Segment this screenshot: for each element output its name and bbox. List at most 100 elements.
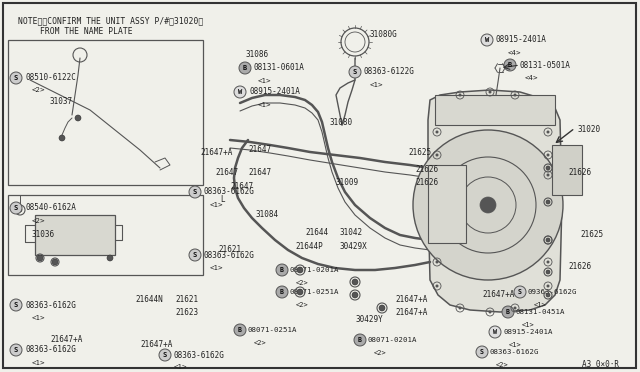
Text: 21647+A: 21647+A xyxy=(395,308,428,317)
Circle shape xyxy=(435,260,438,263)
Text: <4>: <4> xyxy=(525,75,538,81)
Text: <2>: <2> xyxy=(254,340,267,346)
Circle shape xyxy=(547,154,550,157)
Text: 31009: 31009 xyxy=(335,178,358,187)
Text: 31086: 31086 xyxy=(245,50,268,59)
Circle shape xyxy=(37,255,43,261)
Circle shape xyxy=(159,349,171,361)
Text: S: S xyxy=(14,347,18,353)
Circle shape xyxy=(488,90,492,93)
Circle shape xyxy=(354,334,366,346)
Text: B: B xyxy=(243,65,247,71)
Text: NOTE）※CONFIRM THE UNIT ASSY P/#（31020）: NOTE）※CONFIRM THE UNIT ASSY P/#（31020） xyxy=(18,16,204,25)
Circle shape xyxy=(10,202,22,214)
Text: 08363-6122G: 08363-6122G xyxy=(364,67,415,77)
Text: 08131-0501A: 08131-0501A xyxy=(519,61,570,70)
Text: 08363-6162G: 08363-6162G xyxy=(25,346,76,355)
Text: 31084: 31084 xyxy=(255,210,278,219)
Circle shape xyxy=(435,285,438,288)
Text: <1>: <1> xyxy=(174,364,188,370)
Circle shape xyxy=(10,344,22,356)
Text: <1>: <1> xyxy=(32,315,45,321)
Text: 31042: 31042 xyxy=(340,228,363,237)
Circle shape xyxy=(52,259,58,265)
Text: 08071-0201A: 08071-0201A xyxy=(290,267,339,273)
Text: 08510-6122C: 08510-6122C xyxy=(25,74,76,83)
Circle shape xyxy=(489,326,501,338)
Text: 08071-0201A: 08071-0201A xyxy=(368,337,417,343)
Circle shape xyxy=(476,346,488,358)
Circle shape xyxy=(297,289,303,295)
Circle shape xyxy=(435,154,438,157)
Text: S: S xyxy=(480,349,484,355)
Text: <1>: <1> xyxy=(32,360,45,366)
Circle shape xyxy=(349,66,361,78)
Circle shape xyxy=(502,306,514,318)
Text: 08363-6162G: 08363-6162G xyxy=(204,187,255,196)
Text: 21647: 21647 xyxy=(230,182,253,191)
Circle shape xyxy=(10,299,22,311)
Circle shape xyxy=(18,208,22,212)
Circle shape xyxy=(379,305,385,311)
Text: 21647: 21647 xyxy=(215,168,238,177)
Text: S: S xyxy=(14,302,18,308)
Text: 30429Y: 30429Y xyxy=(355,315,383,324)
Text: 21626: 21626 xyxy=(568,168,591,177)
FancyBboxPatch shape xyxy=(552,145,582,195)
Text: <1>: <1> xyxy=(258,78,271,84)
Text: S: S xyxy=(518,289,522,295)
Text: <2>: <2> xyxy=(296,280,308,286)
Text: 08363-6162G: 08363-6162G xyxy=(490,349,540,355)
Text: B: B xyxy=(508,62,512,68)
Text: <1>: <1> xyxy=(210,202,223,208)
Circle shape xyxy=(189,249,201,261)
Text: 21623: 21623 xyxy=(175,308,198,317)
Circle shape xyxy=(435,131,438,134)
Circle shape xyxy=(276,286,288,298)
Text: B: B xyxy=(280,267,284,273)
Circle shape xyxy=(239,62,251,74)
Text: 21626: 21626 xyxy=(568,262,591,271)
Circle shape xyxy=(546,166,550,170)
Circle shape xyxy=(504,59,516,71)
Circle shape xyxy=(546,200,550,204)
Text: 31080: 31080 xyxy=(330,118,353,127)
Text: 21625: 21625 xyxy=(580,230,603,239)
Text: 08071-0251A: 08071-0251A xyxy=(290,289,339,295)
Circle shape xyxy=(481,34,493,46)
Circle shape xyxy=(546,270,550,274)
Text: W: W xyxy=(493,329,497,335)
Text: FROM THE NAME PLATE: FROM THE NAME PLATE xyxy=(40,27,132,36)
Circle shape xyxy=(488,311,492,314)
Text: 21644: 21644 xyxy=(305,228,328,237)
Text: 21647+A: 21647+A xyxy=(140,340,172,349)
Circle shape xyxy=(458,307,461,310)
Circle shape xyxy=(480,197,496,213)
Circle shape xyxy=(107,255,113,261)
Text: A3 0×0·R: A3 0×0·R xyxy=(582,360,619,369)
Text: 21621: 21621 xyxy=(175,295,198,304)
Circle shape xyxy=(413,130,563,280)
Circle shape xyxy=(10,72,22,84)
Circle shape xyxy=(514,286,526,298)
Text: S: S xyxy=(163,352,167,358)
Text: B: B xyxy=(506,309,510,315)
Text: 31037: 31037 xyxy=(50,97,73,106)
Text: 08363-6162G: 08363-6162G xyxy=(204,250,255,260)
Text: 08915-2401A: 08915-2401A xyxy=(250,87,301,96)
Circle shape xyxy=(234,324,246,336)
Text: 21647+A: 21647+A xyxy=(50,335,83,344)
Circle shape xyxy=(234,86,246,98)
Text: 21644N: 21644N xyxy=(135,295,163,304)
Text: <1>: <1> xyxy=(534,302,547,308)
Text: <2>: <2> xyxy=(32,87,45,93)
Text: <1>: <1> xyxy=(210,265,223,271)
Text: 21644P: 21644P xyxy=(295,242,323,251)
Text: S: S xyxy=(193,189,197,195)
Text: 08915-2401A: 08915-2401A xyxy=(503,329,552,335)
Circle shape xyxy=(547,131,550,134)
FancyBboxPatch shape xyxy=(35,215,115,255)
Text: 08363-6162G: 08363-6162G xyxy=(174,350,225,359)
Text: <2>: <2> xyxy=(374,350,387,356)
Text: W: W xyxy=(238,89,242,95)
